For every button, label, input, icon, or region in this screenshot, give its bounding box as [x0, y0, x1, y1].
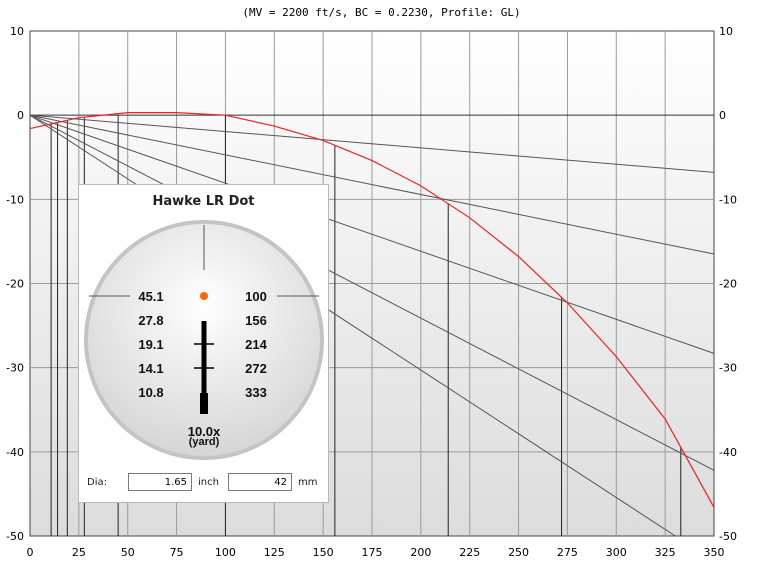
- inch-unit-label: inch: [198, 477, 219, 488]
- x-tick-label: 275: [557, 546, 578, 559]
- reticle-stadia-bar: [201, 321, 207, 393]
- x-tick-label: 350: [704, 546, 725, 559]
- reticle-aim-dot: [200, 292, 208, 300]
- reticle-title: Hawke LR Dot: [152, 194, 255, 209]
- reticle-bottom-post: [200, 393, 208, 414]
- x-tick-label: 225: [459, 546, 480, 559]
- reticle-right-value: 214: [245, 337, 267, 352]
- x-tick-label: 250: [508, 546, 529, 559]
- reticle-left-value: 14.1: [138, 361, 163, 376]
- x-tick-label: 0: [27, 546, 34, 559]
- distance-unit-label: (yard): [189, 436, 220, 448]
- y-tick-label-right: -50: [719, 530, 737, 543]
- x-tick-label: 300: [606, 546, 627, 559]
- reticle-right-value: 333: [245, 385, 267, 400]
- reticle-left-value: 19.1: [138, 337, 163, 352]
- reticle-left-value: 27.8: [138, 313, 163, 328]
- y-tick-label-right: 0: [719, 109, 726, 122]
- y-tick-label-left: 10: [10, 25, 24, 38]
- reticle-left-value: 45.1: [138, 289, 163, 304]
- x-tick-label: 150: [313, 546, 334, 559]
- sight-line: [29, 114, 715, 354]
- dia-label: Dia:: [87, 477, 107, 488]
- y-tick-label-right: -40: [719, 446, 737, 459]
- grid-lines: [30, 31, 714, 536]
- y-tick-label-right: -30: [719, 362, 737, 375]
- y-tick-labels: 10 100 0-10 -10-20 -20-30 -30-40 -40-50 -50: [6, 25, 737, 543]
- x-tick-label: 175: [362, 546, 383, 559]
- y-tick-label-left: 0: [17, 109, 24, 122]
- y-tick-label-left: -20: [6, 278, 24, 291]
- x-tick-label: 200: [410, 546, 431, 559]
- x-tick-label: 325: [655, 546, 676, 559]
- y-tick-label-left: -30: [6, 362, 24, 375]
- sight-line: [29, 114, 715, 173]
- magnification-label: 10.0x: [188, 424, 221, 439]
- y-tick-label-right: -10: [719, 193, 737, 206]
- x-tick-label: 100: [215, 546, 236, 559]
- reticle-panel: Hawke LR Dot 45.1 27.8 19.1 14.1 10.8 10…: [78, 184, 329, 503]
- mm-unit-label: mm: [298, 477, 318, 488]
- reticle-right-value: 100: [245, 289, 267, 304]
- x-tick-labels: 0 25 50 75 100 125 150 175 200 225 250 275 300 325 350: [27, 546, 725, 559]
- x-tick-label: 50: [121, 546, 135, 559]
- y-tick-label-right: 10: [719, 25, 733, 38]
- y-tick-label-left: -10: [6, 193, 24, 206]
- trajectory-line: [29, 111, 715, 508]
- reticle-left-value: 10.8: [138, 385, 163, 400]
- y-tick-label-right: -20: [719, 278, 737, 291]
- x-tick-label: 25: [72, 546, 86, 559]
- y-tick-label-left: -40: [6, 446, 24, 459]
- reticle-view: 45.1 27.8 19.1 14.1 10.8 100 156 214 272…: [84, 220, 324, 460]
- dia-mm-field[interactable]: [228, 473, 292, 491]
- dia-inch-field[interactable]: [128, 473, 192, 491]
- trajectory-series: [29, 111, 715, 508]
- reticle-right-value: 272: [245, 361, 267, 376]
- reticle-right-value: 156: [245, 313, 267, 328]
- x-tick-label: 75: [170, 546, 184, 559]
- sight-line: [29, 114, 715, 471]
- x-tick-label: 125: [264, 546, 285, 559]
- y-tick-label-left: -50: [6, 530, 24, 543]
- chart-subtitle: (MV = 2200 ft/s, BC = 0.2230, Profile: G…: [242, 6, 521, 19]
- sight-line: [29, 114, 715, 255]
